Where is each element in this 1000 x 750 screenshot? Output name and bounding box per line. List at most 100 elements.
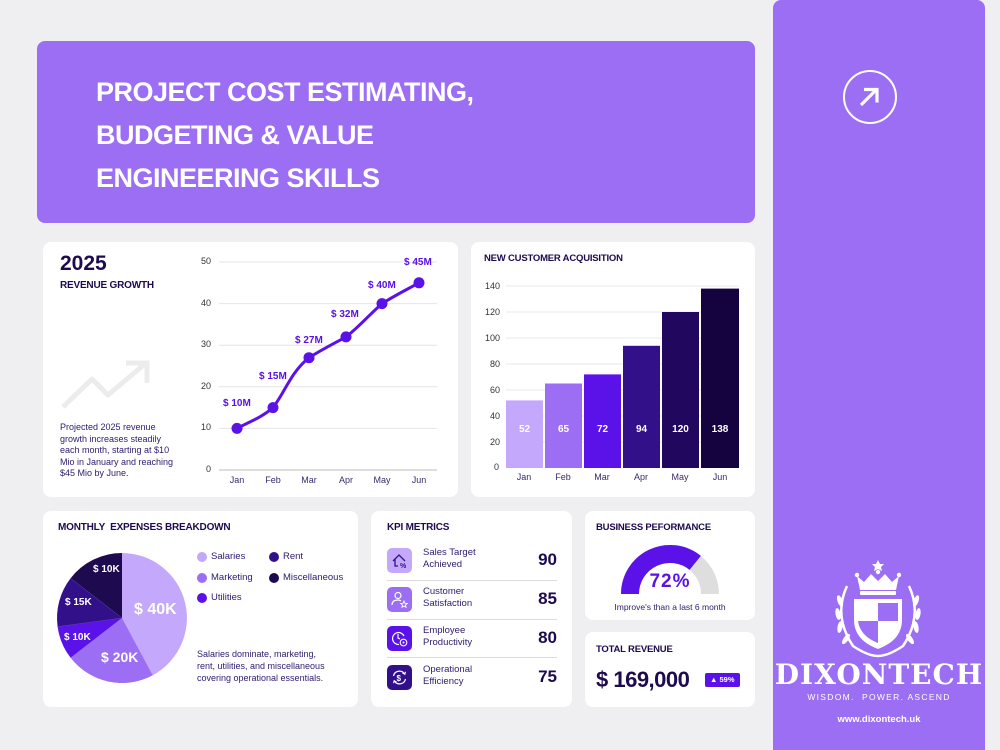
desc-line: Mio in January and reaching xyxy=(60,456,174,467)
y-tick: 40 xyxy=(201,298,212,308)
kpi-value: 90 xyxy=(538,550,557,569)
kpi-label-line: Satisfaction xyxy=(423,598,473,609)
legend-label: Rent xyxy=(283,551,304,562)
kpi-label-line: Sales Target xyxy=(423,547,476,558)
divider xyxy=(387,619,557,620)
title-line-2: BUDGETING & VALUE xyxy=(96,120,374,150)
brand-name: DIXONTECH xyxy=(774,658,984,691)
y-tick: 0 xyxy=(206,464,212,474)
legend-dot xyxy=(197,573,207,583)
y-tick: 20 xyxy=(201,381,212,391)
total-revenue-title: TOTAL REVENUE xyxy=(596,644,673,655)
y-tick: 0 xyxy=(494,462,500,472)
expenses-card: MONTHLY EXPENSES BREAKDOWN $ 40K $ 20K $… xyxy=(43,511,358,707)
kpi-label-line: Efficiency xyxy=(423,676,464,687)
bar-value: 65 xyxy=(557,424,570,435)
legend-label: Miscellaneous xyxy=(283,572,344,583)
bar xyxy=(584,374,621,468)
data-label: $ 45M xyxy=(404,257,432,268)
revenue-year: 2025 xyxy=(60,252,107,275)
y-tick: 10 xyxy=(201,422,212,432)
kpi-value: 80 xyxy=(538,628,557,647)
legend-salaries: Salaries xyxy=(197,551,245,562)
business-performance-card: BUSINESS PEFORMANCE 72% Improve's than a… xyxy=(585,511,755,620)
bar-plot xyxy=(506,285,739,468)
desc-line: rent, utilities, and miscellaneous xyxy=(197,661,325,671)
pie-label: $ 15K xyxy=(65,597,92,608)
x-label: May xyxy=(373,475,391,485)
bar-value: 94 xyxy=(635,424,648,435)
bar-value: 52 xyxy=(518,424,531,435)
total-revenue-value: $ 169,000 xyxy=(596,667,690,692)
trend-up-arrow-icon xyxy=(61,360,150,409)
acquisition-title: NEW CUSTOMER ACQUISITION xyxy=(484,253,623,264)
crown-shield-laurel-icon xyxy=(835,560,921,658)
data-label: $ 15M xyxy=(259,371,287,382)
pie-label: $ 40K xyxy=(134,601,177,618)
open-link-button[interactable] xyxy=(843,70,897,124)
legend-label: Salaries xyxy=(211,551,246,562)
growth-badge: ▲ 59% xyxy=(705,673,740,687)
data-label: $ 32M xyxy=(331,309,359,320)
x-label: Jan xyxy=(229,475,245,485)
legend-dot xyxy=(197,552,207,562)
x-label: Feb xyxy=(265,475,281,485)
title-line-3: ENGINEERING SKILLS xyxy=(96,163,380,193)
x-label: Jun xyxy=(411,475,427,485)
bar xyxy=(701,288,739,468)
pie-slice-misc xyxy=(70,553,122,618)
data-label: $ 27M xyxy=(295,335,323,346)
arrow-up-right-circle-icon xyxy=(859,87,879,107)
desc-line: Salaries dominate, marketing, xyxy=(197,649,317,659)
y-tick: 120 xyxy=(485,307,501,317)
kpi-label-line: Customer xyxy=(423,586,465,597)
y-tick: 140 xyxy=(485,281,501,291)
y-tick: 80 xyxy=(490,359,501,369)
legend-marketing: Marketing xyxy=(197,572,253,583)
divider xyxy=(387,657,557,658)
kpi-value: 85 xyxy=(538,589,557,608)
desc-line: covering operational essentials. xyxy=(197,673,324,683)
user-star-icon xyxy=(387,587,412,612)
legend-dot xyxy=(269,573,279,583)
kpi-label-line: Operational xyxy=(423,664,473,675)
website-link[interactable]: www.dixontech.uk xyxy=(837,714,921,725)
title-line-1: PROJECT COST ESTIMATING, xyxy=(96,77,474,107)
legend-label: Utilities xyxy=(211,592,242,603)
desc-line: $45 Mio by June. xyxy=(60,468,129,479)
pie-label: $ 10K xyxy=(64,632,91,643)
kpi-label: Operational Efficiency xyxy=(423,664,472,688)
legend-miscellaneous: Miscellaneous xyxy=(269,572,343,583)
desc-line: Projected 2025 revenue xyxy=(60,422,156,432)
kpi-label-line: Productivity xyxy=(423,637,473,648)
brand-side-panel: DIXONTECH WISDOM. POWER. ASCEND www.dixo… xyxy=(773,0,985,750)
kpi-label: Employee Productivity xyxy=(423,625,472,649)
pie-label: $ 20K xyxy=(101,649,139,665)
kpi-label-line: Achieved xyxy=(423,559,463,570)
clock-gear-icon xyxy=(387,626,412,651)
kpi-title: KPI METRICS xyxy=(387,522,450,533)
pie-slice-salaries xyxy=(122,553,187,676)
legend-utilities: Utilities xyxy=(197,592,242,603)
kpi-row-sales-target: % Sales Target Achieved 90 xyxy=(387,544,557,582)
pie-label: $ 10K xyxy=(93,564,120,575)
bar xyxy=(662,312,699,468)
x-label: Mar xyxy=(301,475,317,485)
customer-acquisition-card: NEW CUSTOMER ACQUISITION 140 120 100 80 … xyxy=(471,242,755,497)
revenue-title: REVENUE GROWTH xyxy=(60,280,154,291)
header-banner: PROJECT COST ESTIMATING, BUDGETING & VAL… xyxy=(37,41,755,223)
line-plot xyxy=(219,261,437,471)
kpi-row-employee-productivity: Employee Productivity 80 xyxy=(387,622,557,660)
divider xyxy=(387,580,557,581)
performance-caption: Improve's than a last 6 month xyxy=(614,602,726,612)
performance-value: 72% xyxy=(649,571,691,592)
bar xyxy=(545,383,582,468)
legend-label: Marketing xyxy=(211,572,253,583)
y-tick: 60 xyxy=(490,385,501,395)
total-revenue-card: TOTAL REVENUE $ 169,000 ▲ 59% xyxy=(585,632,755,707)
desc-line: growth increases steadily xyxy=(60,433,162,444)
bar-value: 120 xyxy=(672,424,689,435)
y-tick: 100 xyxy=(485,333,501,343)
expenses-pie-chart xyxy=(57,553,187,683)
performance-title: BUSINESS PEFORMANCE xyxy=(596,522,711,533)
